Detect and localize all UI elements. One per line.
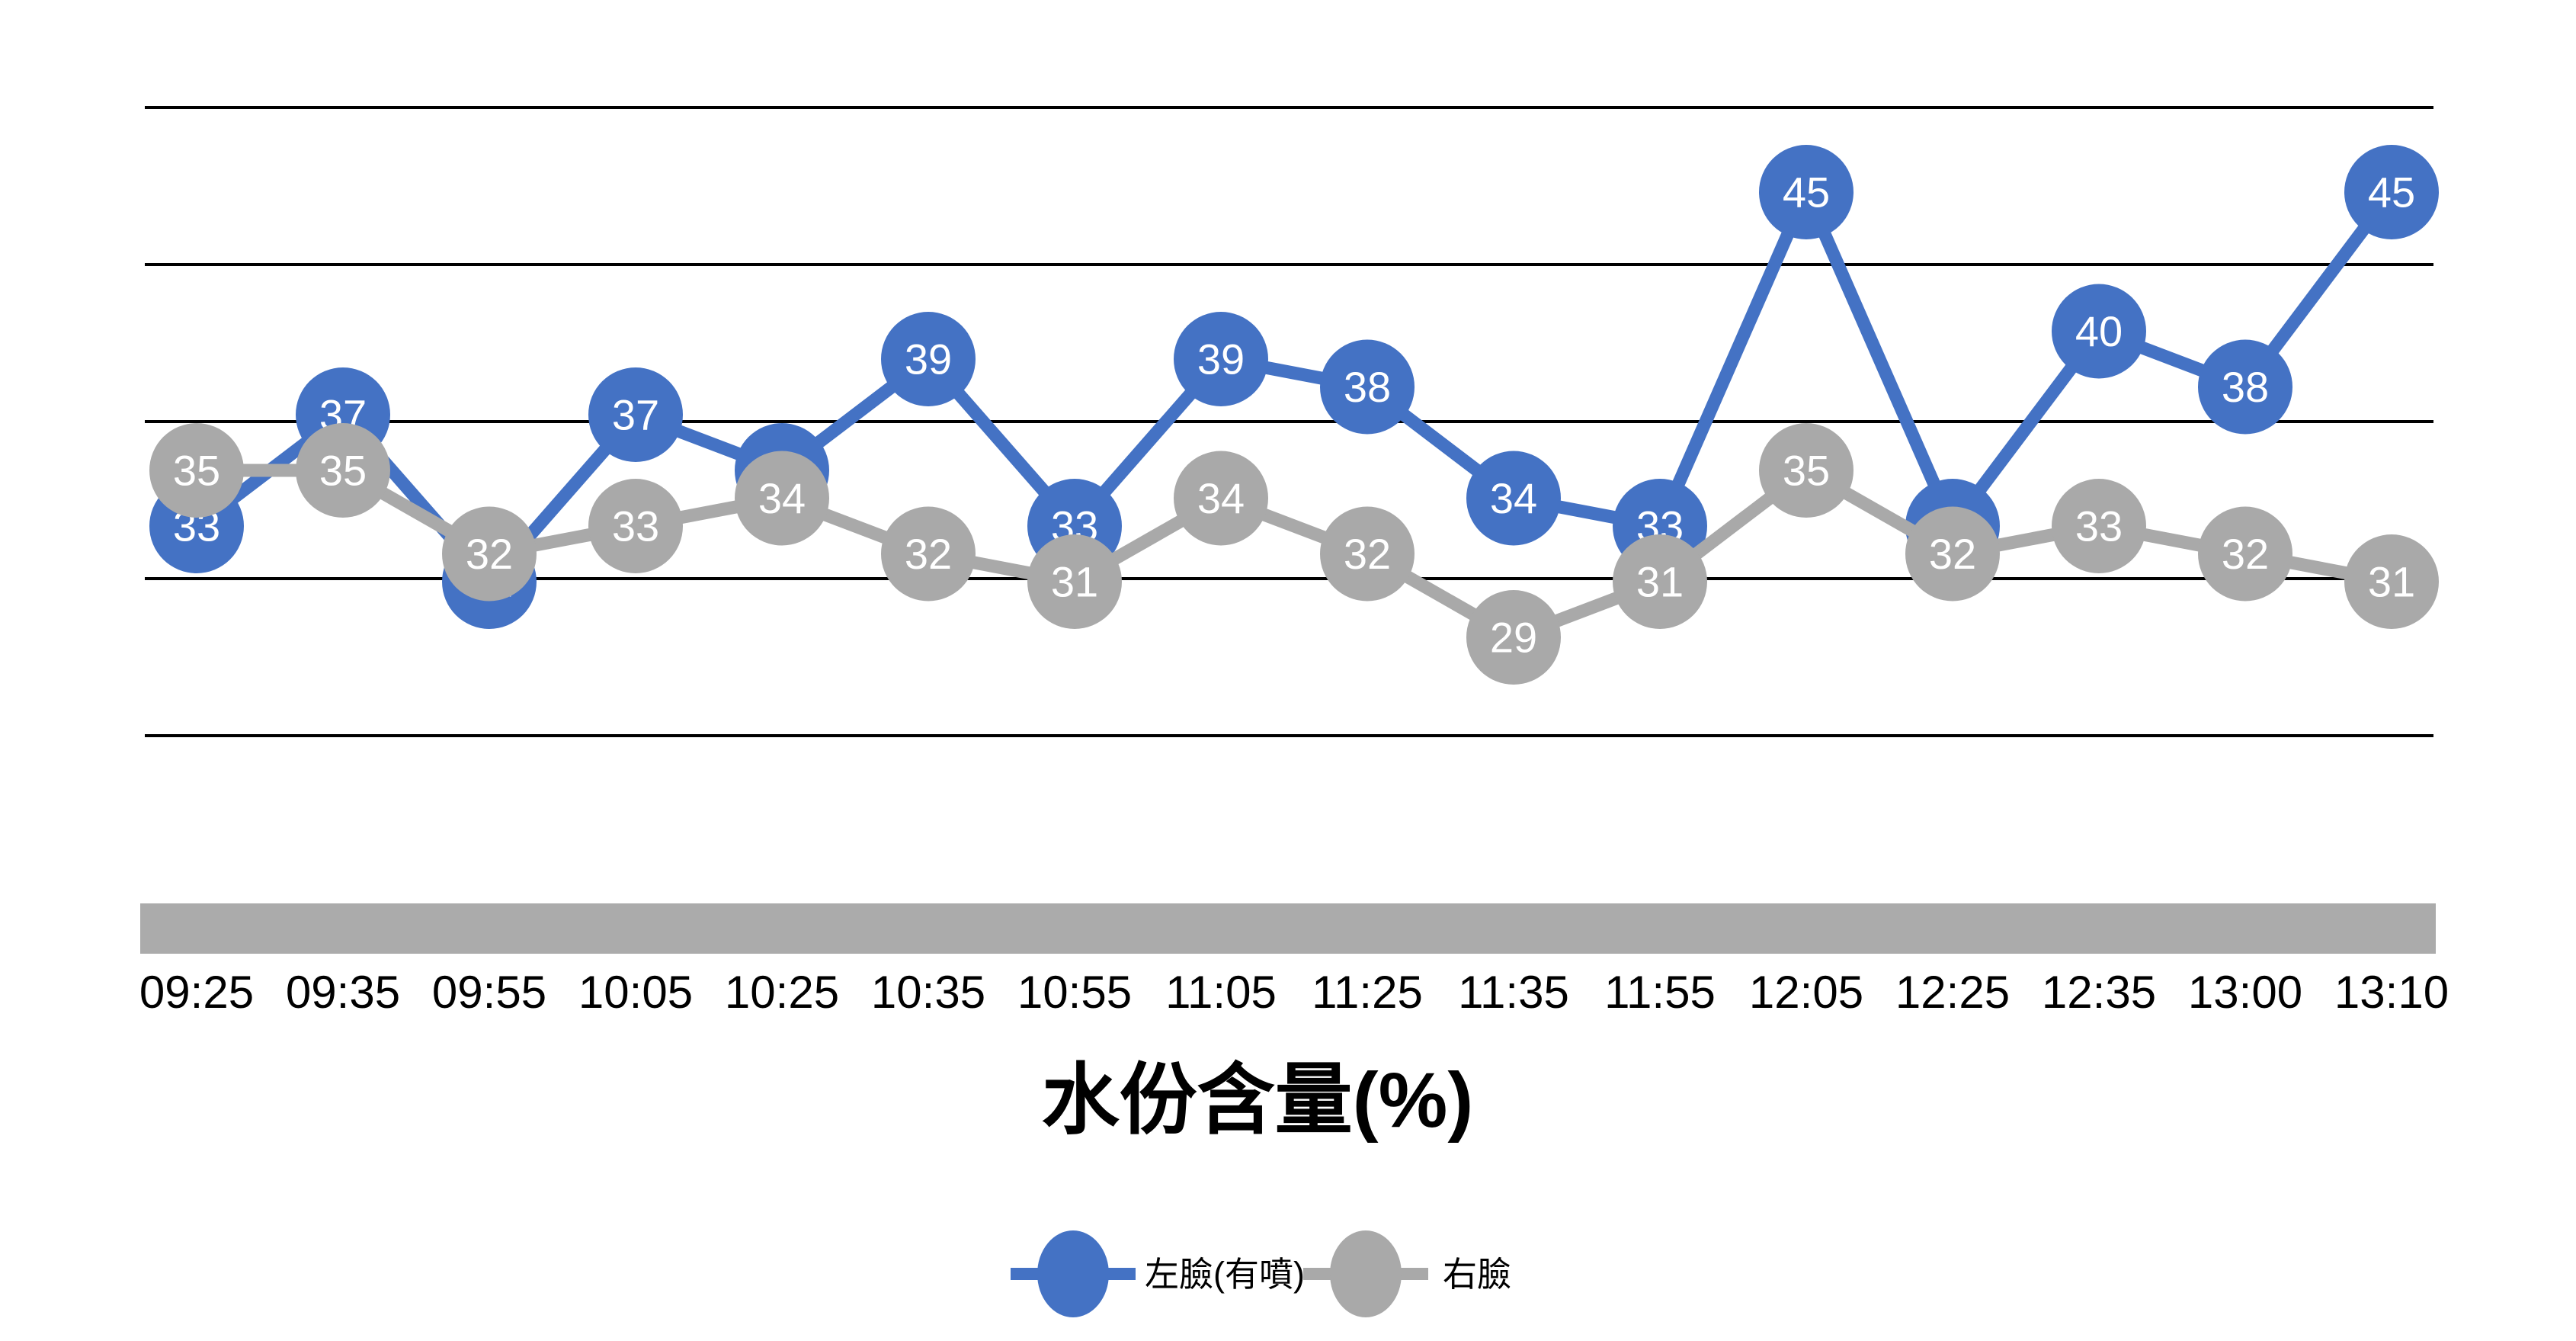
- series-0-marker: [2052, 284, 2146, 379]
- x-tick-label: 11:05: [1165, 967, 1277, 1018]
- series-1-point-label: 31: [2368, 558, 2415, 606]
- series-1-marker: [588, 479, 683, 573]
- x-tick-label: 09:55: [432, 967, 546, 1018]
- series-1-point-label: 31: [1636, 558, 1684, 606]
- series-1-point-label: 33: [612, 502, 659, 550]
- series-0-point-label: 34: [1490, 474, 1537, 522]
- series-0-marker: [1320, 339, 1415, 435]
- series-1-point-label: 35: [1783, 447, 1830, 495]
- series-1-point-label: 32: [1929, 530, 1976, 578]
- x-axis-labels: 09:25 09:35 09:55 10:05 10:25 10:35 10:55 11:05…: [139, 967, 2449, 1018]
- series-0-point-label: 38: [2222, 363, 2269, 411]
- x-tick-label: 09:35: [286, 967, 400, 1018]
- legend-item: 左臉(有噴): [1011, 1230, 1305, 1317]
- series-1-marker: [442, 506, 537, 602]
- series-0-point-label: 38: [1344, 363, 1391, 411]
- series-1-marker: [296, 423, 390, 518]
- series-1-line: [197, 462, 2393, 645]
- legend-marker-swatch-icon: [1037, 1230, 1109, 1317]
- series-1-point-label: 35: [173, 447, 220, 495]
- series-0-point-label: 39: [905, 335, 952, 383]
- series-0-point-label: 37: [612, 391, 659, 439]
- series-1-marker: [1905, 506, 2000, 602]
- series-1-point-label: 32: [905, 530, 952, 578]
- series-1-marker: [2344, 534, 2439, 629]
- series-1-point-label: 31: [1051, 558, 1098, 606]
- series-1-point-label: 32: [466, 530, 513, 578]
- series-0-marker: [1759, 145, 1854, 239]
- x-tick-label: 09:25: [139, 967, 254, 1018]
- series-1-marker: [2198, 506, 2292, 602]
- series-1-marker: [1613, 534, 1707, 629]
- series-0-marker: [2344, 145, 2439, 239]
- series-1-point-label: 32: [1344, 530, 1391, 578]
- legend-item: 右臉: [1303, 1230, 1511, 1317]
- series-1-point-label: 35: [319, 447, 367, 495]
- x-tick-label: 12:25: [1895, 967, 2010, 1018]
- series-1-marker: [1174, 451, 1268, 546]
- x-tick-label: 12:35: [2042, 967, 2156, 1018]
- series-0-point-label: 39: [1197, 335, 1245, 383]
- series-0-marker: [588, 367, 683, 462]
- series-0-marker: [2198, 339, 2292, 435]
- series-0-point-label: 45: [2368, 168, 2415, 217]
- gridlines: [145, 106, 2433, 737]
- x-tick-label: 13:10: [2334, 967, 2449, 1018]
- series-0-marker: [881, 312, 976, 406]
- legend-item-label: 左臉(有噴): [1145, 1255, 1305, 1294]
- series-1-marker: [1320, 506, 1415, 602]
- x-tick-label: 11:25: [1312, 967, 1423, 1018]
- x-tick-label: 10:25: [725, 967, 839, 1018]
- series-1-marker: [2052, 479, 2146, 573]
- x-tick-label: 10:35: [871, 967, 985, 1018]
- series-1-marker: [735, 451, 829, 546]
- series-1-marker: [1759, 423, 1854, 518]
- legend-marker-swatch-icon: [1330, 1230, 1402, 1317]
- x-tick-label: 10:05: [578, 967, 693, 1018]
- series-0-marker: [1174, 312, 1268, 406]
- x-tick-label: 11:35: [1458, 967, 1569, 1018]
- series-1-point-label: 34: [1197, 474, 1245, 522]
- series-0-marker: [1466, 451, 1561, 546]
- series-1-marker: [149, 423, 244, 518]
- x-tick-label: 10:55: [1017, 967, 1132, 1018]
- series-layer: 3337313735393339383433453340384535353233…: [149, 145, 2439, 685]
- series-1-marker: [1466, 590, 1561, 685]
- series-1-marker: [881, 506, 976, 602]
- series-1-point-label: 33: [2075, 502, 2123, 550]
- legend-item-label: 右臉: [1443, 1255, 1511, 1294]
- legend: 左臉(有噴) 右臉: [1011, 1230, 1511, 1317]
- series-0-point-label: 40: [2075, 307, 2123, 355]
- series-0-line: [192, 175, 2397, 592]
- x-tick-label: 12:05: [1749, 967, 1863, 1018]
- x-tick-label: 13:00: [2188, 967, 2302, 1018]
- series-0-point-label: 45: [1783, 168, 1830, 217]
- x-tick-label: 11:55: [1604, 967, 1716, 1018]
- series-1-point-label: 34: [758, 474, 806, 522]
- x-axis-bar: [140, 903, 2436, 954]
- series-1-point-label: 29: [1490, 614, 1537, 662]
- chart-title: 水份含量(%): [1042, 1057, 1474, 1144]
- series-1-point-label: 32: [2222, 530, 2269, 578]
- series-1-marker: [1027, 534, 1122, 629]
